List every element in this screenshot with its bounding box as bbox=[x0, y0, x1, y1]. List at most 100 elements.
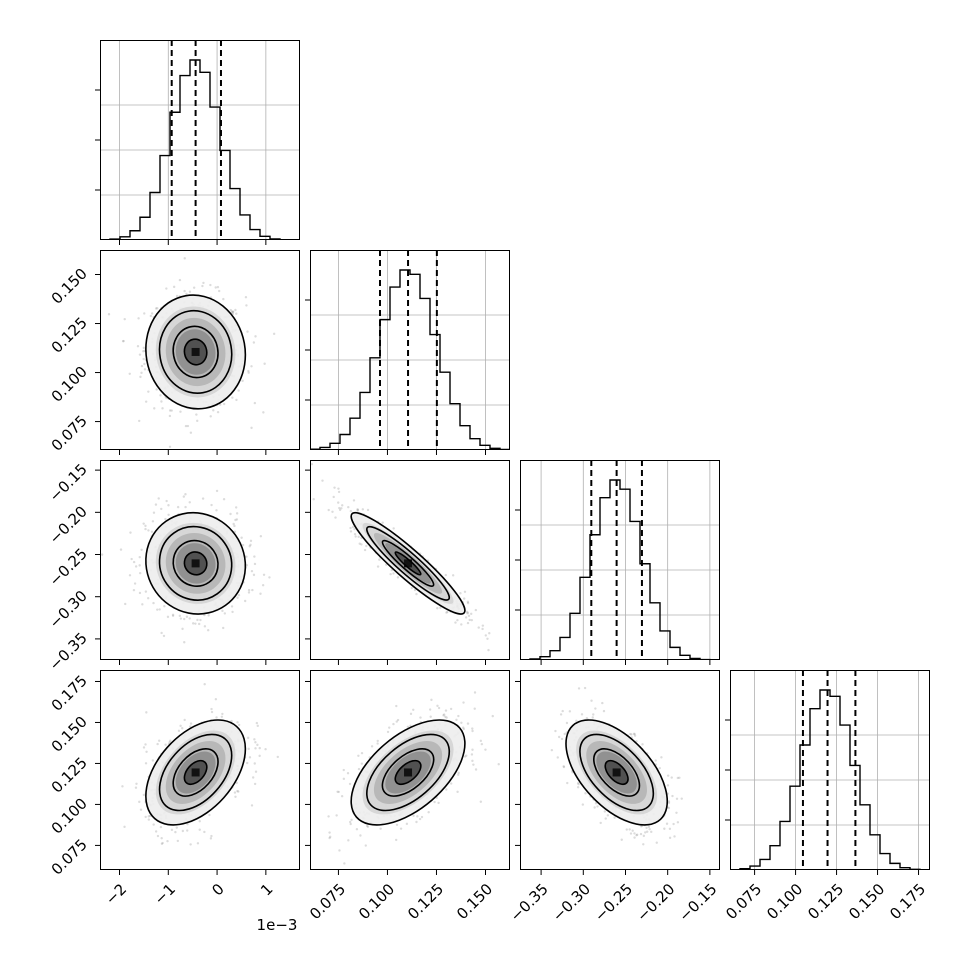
sample-point bbox=[167, 513, 170, 516]
sample-point bbox=[196, 618, 199, 622]
y-tick-label: 0.125 bbox=[48, 314, 91, 357]
sample-point bbox=[456, 790, 459, 794]
sample-point bbox=[444, 573, 448, 577]
sample-point bbox=[641, 743, 644, 746]
sample-point bbox=[357, 754, 360, 757]
sample-point bbox=[250, 365, 253, 368]
sample-point bbox=[135, 782, 138, 785]
sample-point bbox=[462, 701, 465, 704]
sample-point bbox=[642, 834, 646, 838]
sample-point bbox=[189, 431, 193, 434]
sample-point bbox=[328, 836, 331, 840]
panel-frame bbox=[100, 40, 300, 240]
sample-point bbox=[253, 562, 257, 566]
sample-point bbox=[152, 511, 156, 514]
sample-point bbox=[592, 713, 595, 716]
sample-point bbox=[179, 410, 182, 413]
density-contour bbox=[381, 539, 435, 587]
sample-point bbox=[142, 350, 145, 353]
density-contour bbox=[183, 338, 208, 366]
sample-point bbox=[412, 814, 415, 817]
sample-point bbox=[166, 615, 170, 619]
sample-point bbox=[168, 445, 172, 448]
scatter-panel-3-0 bbox=[121, 683, 279, 846]
density-peak bbox=[191, 559, 200, 568]
sample-point bbox=[559, 713, 563, 716]
sample-point bbox=[354, 535, 357, 538]
sample-point bbox=[477, 626, 480, 629]
sample-point bbox=[149, 314, 153, 318]
histogram-step bbox=[100, 59, 300, 240]
sample-point bbox=[183, 289, 186, 293]
sample-point bbox=[465, 610, 469, 614]
scatter-panel-2-0 bbox=[100, 489, 271, 644]
sample-point bbox=[207, 614, 210, 617]
sample-point bbox=[140, 364, 144, 368]
sample-point bbox=[390, 568, 394, 572]
x-tick-label: 0.125 bbox=[404, 880, 447, 923]
sample-point bbox=[451, 574, 455, 577]
sample-point bbox=[392, 572, 395, 575]
density-contour bbox=[579, 733, 655, 812]
sample-point bbox=[150, 530, 154, 533]
sample-point bbox=[342, 768, 345, 772]
sample-point bbox=[180, 464, 182, 466]
sample-point bbox=[152, 601, 155, 605]
sample-point bbox=[576, 785, 580, 789]
sample-point bbox=[241, 379, 244, 383]
density-peak bbox=[404, 559, 413, 568]
sample-point bbox=[235, 312, 238, 315]
sample-point bbox=[648, 827, 651, 831]
sample-point bbox=[181, 727, 184, 730]
sample-point bbox=[427, 811, 430, 814]
sample-point bbox=[675, 797, 679, 800]
sample-point bbox=[231, 610, 234, 614]
y-tick-label: −0.20 bbox=[46, 502, 91, 547]
y-tick-label: 0.175 bbox=[48, 672, 91, 715]
sample-point bbox=[658, 766, 661, 770]
sample-point bbox=[337, 501, 340, 504]
sample-point bbox=[230, 605, 234, 608]
sample-point bbox=[254, 770, 258, 773]
sample-point bbox=[157, 739, 161, 742]
sample-point bbox=[229, 308, 232, 312]
sample-point bbox=[247, 369, 250, 373]
sample-point bbox=[560, 737, 564, 741]
sample-point bbox=[474, 608, 478, 612]
sample-point bbox=[321, 479, 324, 482]
sample-point bbox=[366, 508, 370, 512]
sample-point bbox=[654, 759, 657, 762]
sample-point bbox=[463, 755, 467, 758]
sample-point bbox=[140, 371, 143, 375]
sample-point bbox=[128, 372, 131, 375]
sample-point bbox=[353, 532, 357, 536]
sample-point bbox=[164, 743, 167, 746]
sample-point bbox=[186, 424, 190, 428]
sample-point bbox=[459, 592, 462, 595]
histogram-step bbox=[730, 689, 930, 870]
sample-point bbox=[613, 816, 616, 819]
sample-point bbox=[466, 621, 470, 625]
sample-point bbox=[264, 748, 267, 751]
x-tick-label: 0.125 bbox=[804, 880, 847, 923]
sample-point bbox=[229, 512, 232, 516]
sample-point bbox=[249, 543, 252, 547]
sample-point bbox=[209, 415, 212, 418]
sample-point bbox=[471, 748, 474, 751]
sample-point bbox=[130, 557, 133, 561]
sample-point bbox=[185, 292, 188, 296]
sample-point bbox=[412, 708, 415, 712]
sample-point bbox=[630, 733, 633, 736]
sample-point bbox=[167, 504, 170, 507]
sample-point bbox=[347, 839, 350, 842]
density-contour bbox=[350, 719, 466, 826]
sample-point bbox=[358, 542, 361, 545]
sample-point bbox=[394, 838, 398, 842]
sample-point bbox=[529, 729, 531, 731]
sample-point bbox=[568, 710, 572, 713]
sample-point bbox=[154, 307, 158, 310]
y-tick-label: −0.25 bbox=[46, 545, 91, 590]
sample-point bbox=[335, 814, 338, 817]
panel-frame bbox=[520, 670, 720, 870]
sample-point bbox=[181, 829, 185, 833]
